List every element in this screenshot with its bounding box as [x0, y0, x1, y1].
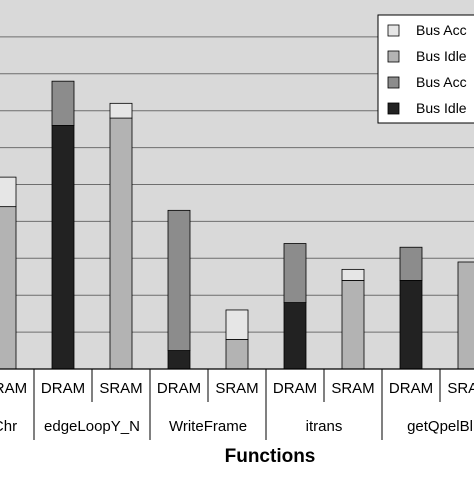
category-labels: DRAM DRAM SRAM DRAM SRAM DRAM SRAM DRAM SRAM Chr e… — [0, 380, 474, 435]
memory-type-label: DRAM — [157, 380, 201, 397]
legend-label: Bus Idle — [416, 48, 467, 64]
bar-segment — [167, 350, 191, 370]
bar-segment — [51, 80, 75, 126]
function-label: getQpelBl — [407, 418, 473, 435]
legend-swatch — [387, 50, 400, 63]
legend-label: Bus Idle — [416, 100, 467, 116]
bar-segment — [225, 309, 249, 340]
bar-segment — [167, 209, 191, 351]
legend-swatch — [387, 24, 400, 37]
legend: Bus Acc Bus Idle Bus Acc Bus Idle — [377, 14, 474, 124]
function-label: edgeLoopY_N — [44, 418, 140, 435]
memory-type-label: DRAM — [389, 380, 433, 397]
memory-type-label: SRAM — [331, 380, 374, 397]
bar-segment — [341, 280, 365, 370]
bar-segment — [225, 339, 249, 370]
legend-swatch — [387, 76, 400, 89]
memory-type-label: DRAM — [41, 380, 85, 397]
legend-swatch — [387, 102, 400, 115]
legend-label: Bus Acc — [416, 22, 467, 38]
bar-segment — [109, 102, 133, 119]
bar-segment — [399, 280, 423, 370]
bar-segment — [0, 176, 17, 208]
bar-segment — [283, 243, 307, 303]
memory-type-label: SRAM — [215, 380, 258, 397]
function-label: itrans — [306, 418, 343, 435]
memory-type-label: SRAM — [99, 380, 142, 397]
function-label: WriteFrame — [169, 418, 247, 435]
memory-type-label: SRAM — [447, 380, 474, 397]
bar-segment — [341, 268, 365, 281]
x-axis-title: Functions — [225, 446, 316, 467]
legend-label: Bus Acc — [416, 74, 467, 90]
memory-type-label: DRAM — [273, 380, 317, 397]
category-axis — [0, 368, 474, 440]
bar-segment — [109, 117, 133, 370]
bar-segment — [283, 302, 307, 370]
bar-segment — [399, 246, 423, 281]
bar-segment — [51, 125, 75, 370]
memory-type-label: DRAM — [0, 380, 27, 397]
bar-segment — [457, 261, 474, 370]
bar-segment — [0, 206, 17, 370]
bars — [0, 80, 474, 370]
function-label: Chr — [0, 418, 17, 435]
